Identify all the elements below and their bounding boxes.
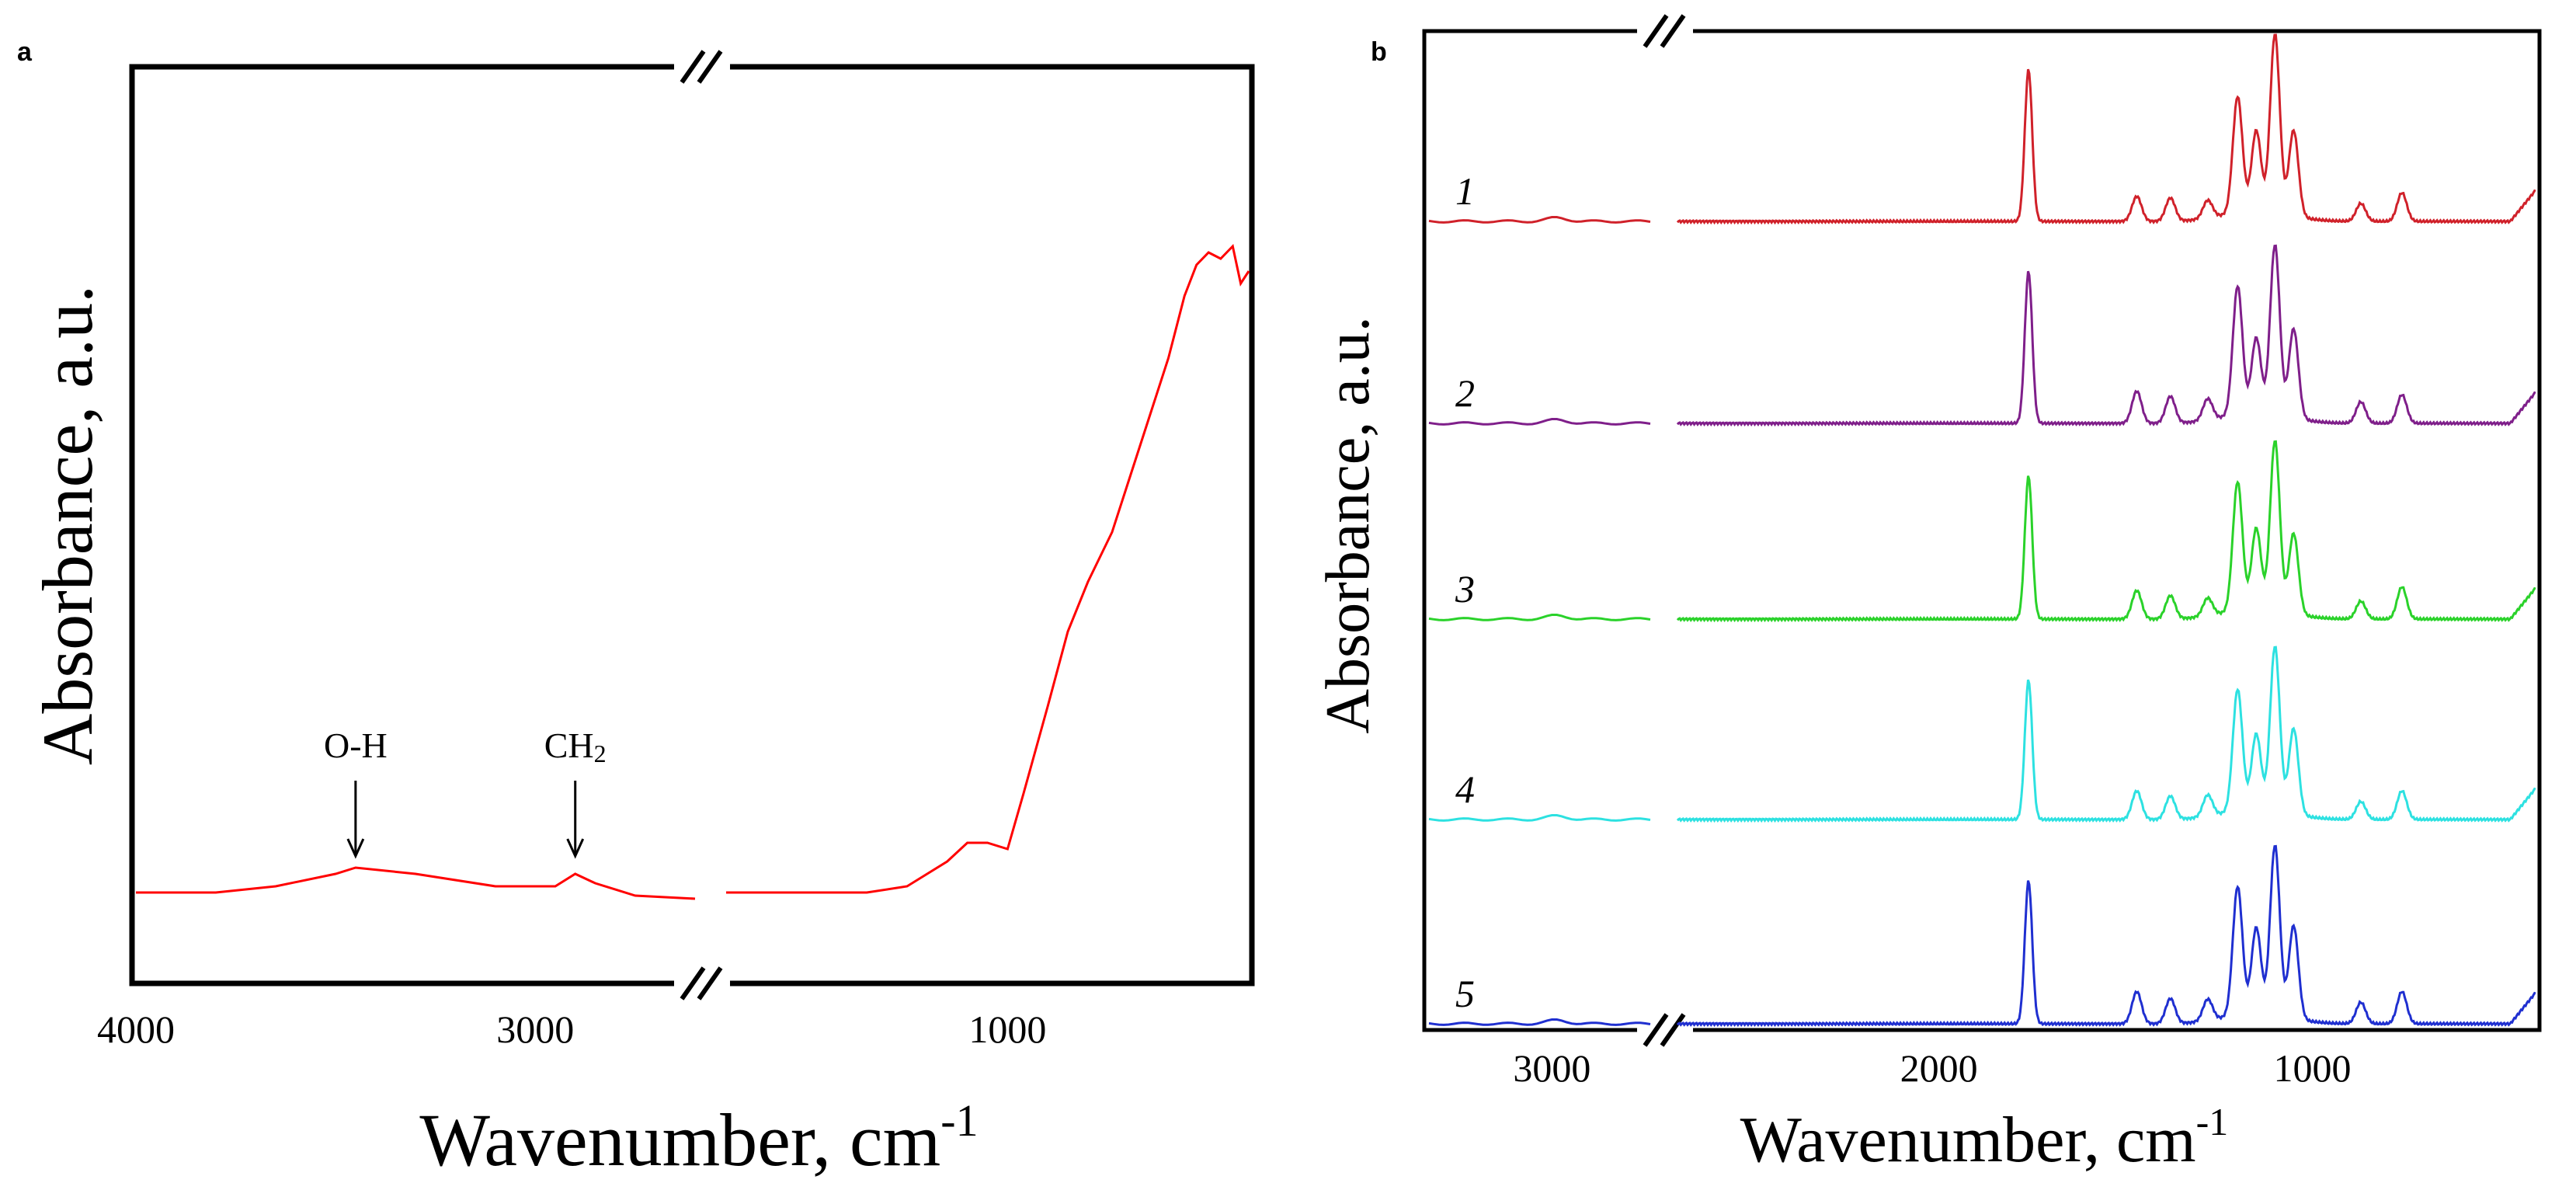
panel-b-y-axis-title: Absorbance, a.u.: [1314, 316, 1382, 734]
panel-b-series-label-5: 5: [1455, 972, 1475, 1015]
panel-a-x-axis-title: Wavenumber, cm-1: [419, 1095, 978, 1181]
panel-a-x-tick-3000: 3000: [496, 1007, 574, 1051]
panel-a-arrowhead-1: [346, 838, 365, 859]
panel-b-series-label-2: 2: [1455, 371, 1475, 415]
panel-b: b 1 2 3 4 5 3000 2000 1000 Absorbance, a.u. Wa…: [1314, 14, 2542, 1176]
panel-b-series-2-segment-2: [1676, 244, 2536, 427]
panel-b-series-label-4: 4: [1455, 767, 1475, 811]
panel-a-top-axis-break: [674, 50, 730, 84]
panel-b-series-4-segment-2: [1676, 645, 2536, 823]
panel-b-series-3-segment-2: [1676, 440, 2536, 623]
panel-a-bottom-axis-break: [674, 966, 730, 1000]
panel-b-series-3-segment-1: [1428, 614, 1651, 621]
panel-a-y-axis-title: Absorbance, a.u.: [28, 285, 107, 765]
panel-b-series-4-segment-1: [1428, 814, 1651, 822]
panel-b-series-5-segment-1: [1428, 1018, 1651, 1026]
panel-b-x-tick-1000: 1000: [2273, 1046, 2351, 1090]
panel-b-bottom-axis-break: [1637, 1013, 1693, 1047]
panel-a-arrowhead-2: [566, 838, 585, 859]
panel-a-x-tick-1000: 1000: [968, 1007, 1046, 1051]
panel-a-spectrum-segment-2: [726, 243, 1250, 894]
panel-b-series-2-segment-1: [1428, 418, 1651, 426]
panel-a: a O-H CH2 4000 3000 1000 Absorbance, a.u. W…: [17, 37, 1255, 1181]
panel-b-frame: [1422, 29, 2542, 1032]
panel-a-letter: a: [17, 37, 33, 67]
panel-b-series-1-segment-1: [1428, 216, 1651, 224]
panel-b-series-label-3: 3: [1455, 567, 1475, 611]
panel-b-x-tick-3000: 3000: [1513, 1046, 1590, 1090]
panel-a-annotation-ch2: CH2: [544, 726, 607, 767]
panel-b-series-5-segment-2: [1676, 844, 2536, 1028]
panel-a-spectrum-segment-1: [136, 866, 696, 900]
panel-b-x-axis-title: Wavenumber, cm-1: [1740, 1100, 2229, 1176]
panel-b-top-axis-break: [1637, 14, 1693, 48]
panel-b-letter: b: [1371, 37, 1387, 67]
panel-b-x-tick-2000: 2000: [1900, 1046, 1978, 1090]
panel-a-annotation-oh: O-H: [324, 726, 388, 765]
panel-b-series-1-segment-2: [1676, 33, 2536, 225]
panel-b-series-label-1: 1: [1455, 169, 1475, 213]
panel-a-frame: [129, 64, 1255, 987]
panel-a-x-tick-4000: 4000: [97, 1007, 175, 1051]
